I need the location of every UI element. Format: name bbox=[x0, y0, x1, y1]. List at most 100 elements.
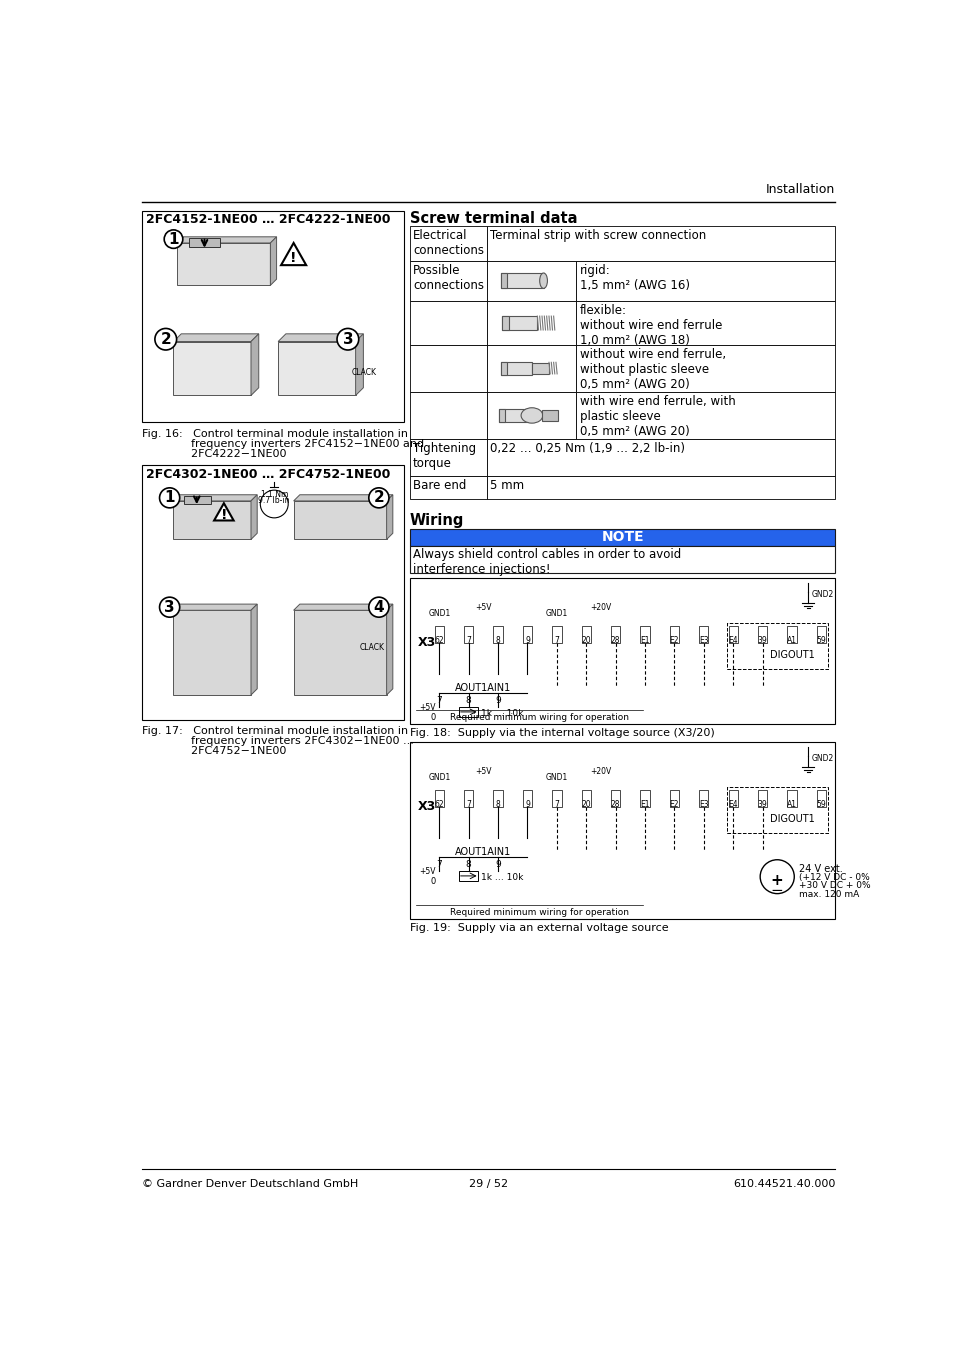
Text: 39: 39 bbox=[757, 636, 767, 646]
Bar bbox=[463, 627, 473, 643]
Bar bbox=[576, 392, 835, 439]
Text: max. 120 mA: max. 120 mA bbox=[798, 890, 859, 898]
Text: Always shield control cables in order to avoid
interference injections!: Always shield control cables in order to… bbox=[413, 549, 680, 576]
Text: Fig. 17:   Control terminal module installation in: Fig. 17: Control terminal module install… bbox=[142, 725, 408, 736]
Text: 3: 3 bbox=[342, 332, 353, 347]
Bar bbox=[459, 871, 477, 881]
Text: Fig. 18:  Supply via the internal voltage source (X3/20): Fig. 18: Supply via the internal voltage… bbox=[410, 728, 714, 738]
Text: 9: 9 bbox=[524, 800, 529, 809]
Text: Fig. 16:   Control terminal module installation in: Fig. 16: Control terminal module install… bbox=[142, 428, 408, 439]
Text: A1: A1 bbox=[786, 800, 796, 809]
Text: GND1: GND1 bbox=[428, 773, 450, 782]
Circle shape bbox=[369, 597, 389, 617]
Bar bbox=[173, 501, 251, 539]
Bar bbox=[487, 261, 576, 301]
Bar bbox=[410, 742, 835, 919]
Polygon shape bbox=[251, 494, 257, 539]
Text: 8: 8 bbox=[465, 696, 471, 705]
Bar bbox=[410, 392, 487, 439]
Text: Terminal strip with screw connection: Terminal strip with screw connection bbox=[490, 230, 706, 242]
Bar bbox=[410, 477, 487, 500]
Text: GND2: GND2 bbox=[810, 590, 833, 600]
Text: 5 mm: 5 mm bbox=[490, 480, 524, 492]
Circle shape bbox=[159, 488, 179, 508]
Text: +20V: +20V bbox=[590, 603, 611, 612]
Text: 62: 62 bbox=[434, 800, 444, 809]
Text: E3: E3 bbox=[699, 800, 708, 809]
Text: 7: 7 bbox=[554, 800, 558, 809]
Polygon shape bbox=[213, 503, 233, 520]
Bar bbox=[610, 627, 619, 643]
Ellipse shape bbox=[520, 408, 542, 423]
Bar bbox=[183, 496, 211, 504]
Text: E1: E1 bbox=[639, 636, 649, 646]
Text: Bare end: Bare end bbox=[413, 480, 466, 492]
Circle shape bbox=[369, 488, 389, 508]
Bar bbox=[639, 790, 649, 808]
Text: E3: E3 bbox=[699, 636, 708, 646]
Text: 1: 1 bbox=[168, 231, 178, 247]
Text: A1: A1 bbox=[786, 636, 796, 646]
Bar bbox=[581, 627, 590, 643]
Text: flexible:
without wire end ferrule
1,0 mm² (AWG 18): flexible: without wire end ferrule 1,0 m… bbox=[579, 304, 721, 347]
Polygon shape bbox=[502, 316, 508, 330]
Bar bbox=[726, 786, 827, 832]
Text: 3: 3 bbox=[164, 600, 174, 615]
Bar bbox=[410, 546, 835, 573]
Bar bbox=[786, 627, 796, 643]
Polygon shape bbox=[386, 494, 393, 539]
Text: GND2: GND2 bbox=[810, 754, 833, 763]
Text: 7: 7 bbox=[466, 636, 471, 646]
Text: 62: 62 bbox=[434, 636, 444, 646]
Polygon shape bbox=[294, 494, 393, 501]
Bar bbox=[410, 261, 487, 301]
Bar bbox=[639, 627, 649, 643]
Text: © Gardner Denver Deutschland GmbH: © Gardner Denver Deutschland GmbH bbox=[142, 1178, 358, 1189]
Text: Fig. 19:  Supply via an external voltage source: Fig. 19: Supply via an external voltage … bbox=[410, 923, 668, 934]
Polygon shape bbox=[251, 334, 258, 396]
Text: +5V: +5V bbox=[418, 867, 435, 875]
Text: 28: 28 bbox=[610, 636, 619, 646]
Polygon shape bbox=[177, 236, 276, 243]
Polygon shape bbox=[278, 334, 363, 342]
Bar bbox=[493, 790, 502, 808]
Text: 7: 7 bbox=[466, 800, 471, 809]
Bar bbox=[487, 301, 576, 346]
Bar bbox=[459, 708, 477, 716]
Polygon shape bbox=[251, 604, 257, 694]
Text: 2FC4752−1NE00: 2FC4752−1NE00 bbox=[142, 746, 287, 755]
Bar bbox=[669, 790, 679, 808]
Bar bbox=[728, 790, 737, 808]
Text: without wire end ferrule,
without plastic sleeve
0,5 mm² (AWG 20): without wire end ferrule, without plasti… bbox=[579, 349, 725, 392]
Bar bbox=[173, 611, 251, 694]
Bar bbox=[786, 790, 796, 808]
Text: 9.7 lb-in: 9.7 lb-in bbox=[258, 496, 290, 504]
Bar bbox=[726, 623, 827, 669]
Bar bbox=[576, 346, 835, 392]
Text: NOTE: NOTE bbox=[600, 530, 643, 544]
Bar bbox=[278, 342, 355, 396]
Bar bbox=[142, 466, 403, 720]
Bar bbox=[669, 627, 679, 643]
Bar bbox=[758, 627, 766, 643]
Text: Wiring: Wiring bbox=[410, 513, 464, 528]
Text: 8: 8 bbox=[496, 636, 500, 646]
Circle shape bbox=[164, 230, 183, 249]
Bar bbox=[410, 439, 487, 477]
Text: X3: X3 bbox=[417, 636, 436, 650]
Text: 610.44521.40.000: 610.44521.40.000 bbox=[732, 1178, 835, 1189]
Text: −: − bbox=[770, 882, 782, 898]
Text: Required minimum wiring for operation: Required minimum wiring for operation bbox=[450, 908, 629, 917]
Bar bbox=[410, 578, 835, 724]
Bar bbox=[189, 238, 220, 247]
Text: AOUT1AIN1: AOUT1AIN1 bbox=[455, 684, 511, 693]
Text: Possible
connections: Possible connections bbox=[413, 263, 483, 292]
Circle shape bbox=[260, 490, 288, 517]
Text: with wire end ferrule, with
plastic sleeve
0,5 mm² (AWG 20): with wire end ferrule, with plastic slee… bbox=[579, 394, 735, 438]
Text: 7: 7 bbox=[554, 636, 558, 646]
Polygon shape bbox=[294, 604, 393, 611]
Bar bbox=[502, 316, 537, 330]
Bar bbox=[552, 790, 561, 808]
Text: !: ! bbox=[290, 251, 296, 265]
Text: 8: 8 bbox=[496, 800, 500, 809]
